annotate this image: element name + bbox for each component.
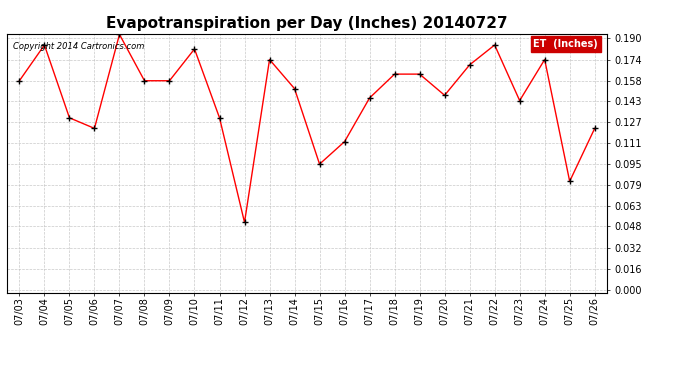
Text: ET  (Inches): ET (Inches) (533, 39, 598, 49)
Title: Evapotranspiration per Day (Inches) 20140727: Evapotranspiration per Day (Inches) 2014… (106, 16, 508, 31)
Text: Copyright 2014 Cartronics.com: Copyright 2014 Cartronics.com (13, 42, 144, 51)
